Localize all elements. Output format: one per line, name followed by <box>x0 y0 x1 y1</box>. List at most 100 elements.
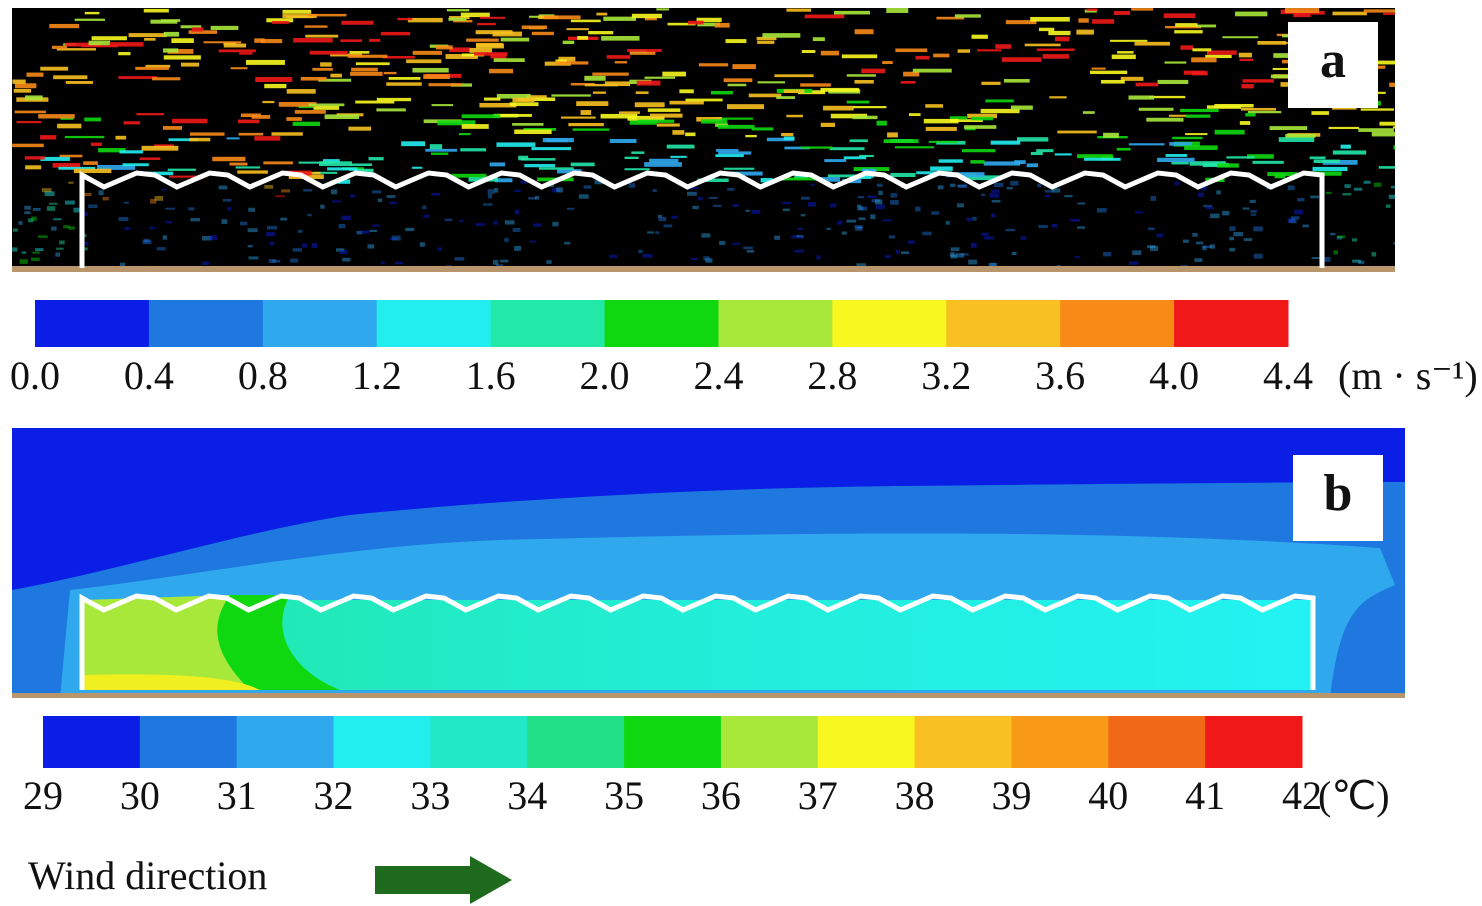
streak <box>854 226 863 231</box>
streak <box>1037 183 1042 188</box>
streak <box>446 9 470 12</box>
streak <box>669 100 704 105</box>
streak <box>714 22 730 28</box>
streak <box>14 83 37 89</box>
color-bin <box>1011 716 1109 768</box>
streak <box>858 206 864 211</box>
streak <box>254 38 265 43</box>
streak <box>1353 187 1363 191</box>
streak <box>31 257 40 262</box>
streak <box>1134 41 1170 46</box>
streak <box>517 97 556 102</box>
streak <box>650 113 683 118</box>
streak <box>526 95 547 98</box>
streak <box>118 217 129 222</box>
streak <box>260 39 283 44</box>
streak <box>528 197 537 200</box>
streak <box>239 52 253 55</box>
streak <box>1049 96 1067 99</box>
streak <box>685 98 723 102</box>
streak <box>1171 161 1189 165</box>
streak <box>520 158 556 161</box>
color-bin <box>236 716 335 768</box>
streak <box>389 237 398 240</box>
streak <box>369 38 381 42</box>
streak <box>901 251 910 255</box>
streak <box>372 190 382 194</box>
streak <box>1103 132 1119 138</box>
streak <box>663 224 673 228</box>
streak <box>1185 133 1208 136</box>
streak <box>91 36 127 41</box>
streak <box>1014 160 1026 165</box>
streak <box>35 248 44 252</box>
streak <box>143 238 150 243</box>
streak <box>251 115 271 119</box>
streak <box>162 235 168 240</box>
streak <box>870 214 876 220</box>
streak <box>469 47 493 53</box>
streak <box>774 235 781 240</box>
tick-label: 37 <box>798 773 838 818</box>
streak <box>280 217 288 221</box>
color-bin <box>43 716 141 768</box>
streak <box>930 166 953 171</box>
label-box <box>1288 22 1378 108</box>
tick-label: 31 <box>217 773 257 818</box>
tick-label: 39 <box>991 773 1031 818</box>
streak <box>255 77 293 82</box>
streak <box>1247 110 1282 114</box>
streak <box>63 225 70 229</box>
streak <box>227 207 232 211</box>
streak <box>1344 184 1351 188</box>
wind-label: Wind direction <box>28 853 267 898</box>
streak <box>601 36 640 41</box>
streak <box>1135 82 1159 87</box>
temperature-zone <box>82 600 1313 690</box>
streak <box>931 211 940 215</box>
streak <box>1389 82 1395 87</box>
streak <box>746 250 755 253</box>
streak <box>1077 226 1086 229</box>
streak <box>359 230 370 234</box>
streak <box>1010 105 1033 110</box>
streak <box>577 36 589 40</box>
streak <box>1054 36 1070 42</box>
streak <box>804 14 845 19</box>
streak <box>1363 180 1371 184</box>
streak <box>882 219 893 222</box>
streak <box>297 229 303 233</box>
streak <box>162 126 183 130</box>
streak <box>109 42 144 47</box>
streak <box>1036 48 1075 51</box>
streak <box>890 200 899 205</box>
streak <box>453 20 473 23</box>
streak <box>340 39 362 42</box>
streak <box>59 240 65 245</box>
streak <box>624 168 650 171</box>
tick-label: 2.4 <box>693 353 743 398</box>
streak <box>1226 156 1255 159</box>
streak <box>1048 30 1071 36</box>
streak <box>964 125 997 129</box>
streak <box>144 37 156 41</box>
tick-label: 29 <box>23 773 63 818</box>
streak <box>576 101 609 107</box>
streak <box>652 189 657 192</box>
streak <box>119 150 143 154</box>
streak <box>1342 192 1352 196</box>
streak <box>580 110 592 115</box>
streak <box>812 37 825 42</box>
streak <box>1191 57 1217 63</box>
streak <box>1288 219 1297 224</box>
streak <box>823 105 854 111</box>
tick-label: 0.0 <box>10 353 60 398</box>
streak <box>397 17 413 21</box>
streak <box>956 203 965 208</box>
streak <box>1111 54 1136 60</box>
streak <box>786 114 803 118</box>
streak <box>949 183 956 187</box>
streak <box>1156 233 1164 238</box>
streak <box>990 213 996 218</box>
streak <box>1192 233 1198 237</box>
